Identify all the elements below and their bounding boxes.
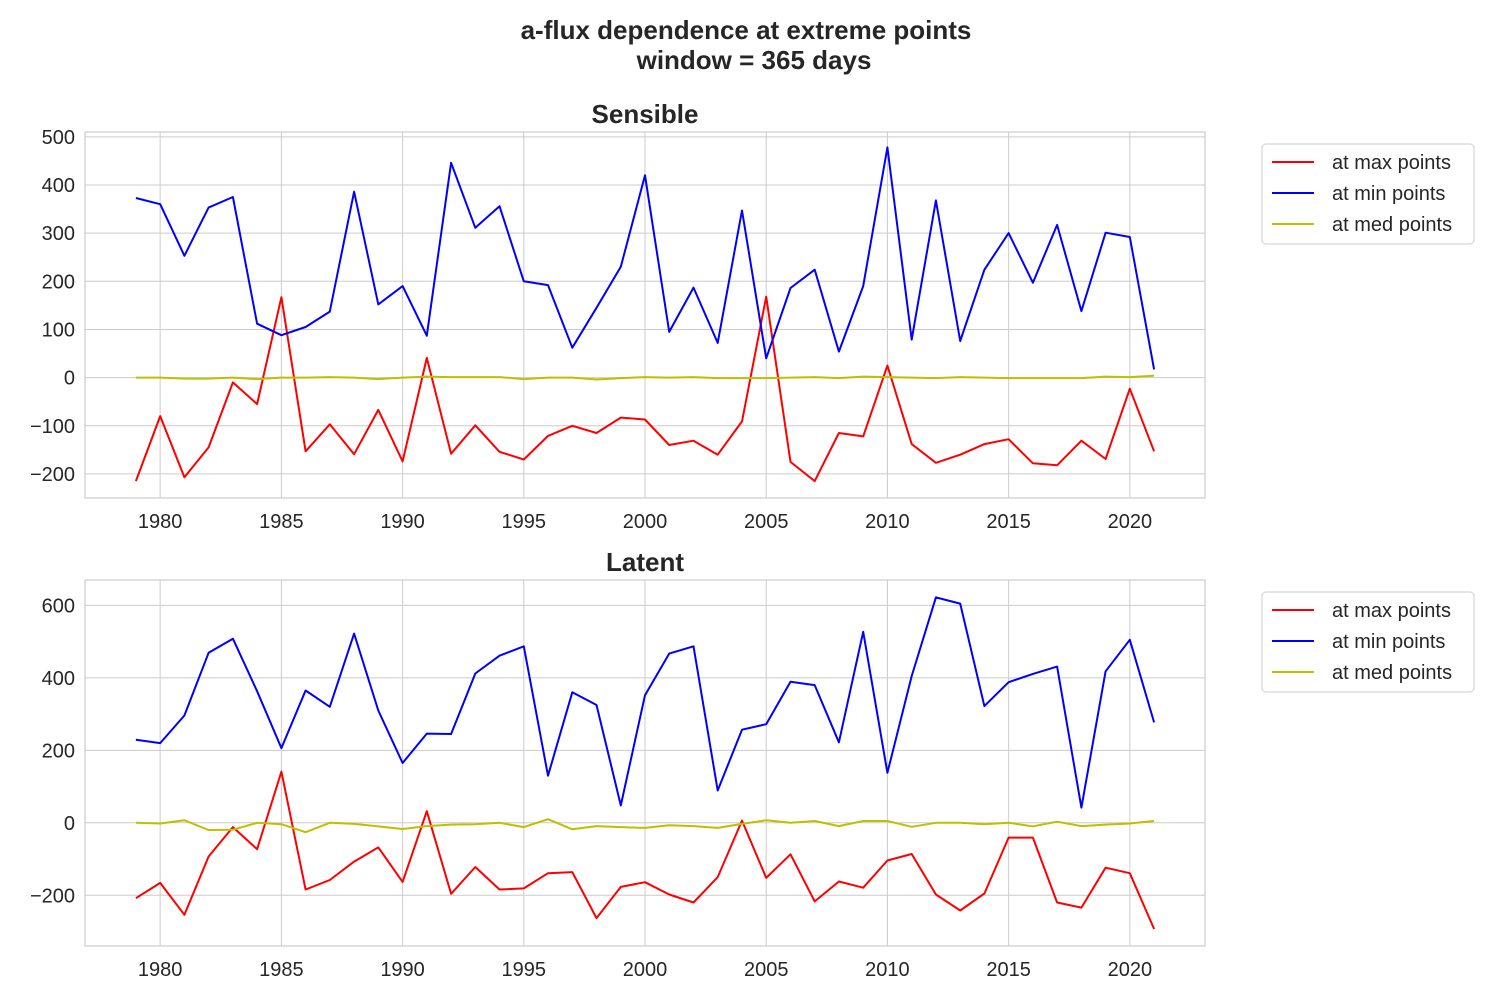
panel-title-sensible: Sensible	[592, 99, 699, 129]
legend-label: at med points	[1332, 662, 1452, 684]
x-tick-label: 2015	[986, 511, 1031, 533]
legend-box	[1261, 591, 1475, 693]
legend-label: at max points	[1332, 152, 1451, 174]
y-tick-label: −200	[30, 885, 75, 907]
legend-label: at min points	[1332, 183, 1445, 205]
legend-sensible: at max points at min points at med points	[1261, 143, 1475, 245]
figure-title-line-1: a-flux dependence at extreme points	[521, 15, 972, 45]
y-tick-label: 0	[64, 813, 75, 835]
legend-label: at med points	[1332, 214, 1452, 236]
x-tick-label: 1990	[380, 959, 425, 981]
x-tick-label: 1985	[259, 959, 304, 981]
plot-frame	[84, 579, 1206, 947]
x-tick-label: 2000	[623, 959, 668, 981]
x-tick-label: 1995	[502, 959, 547, 981]
y-tick-label: 200	[42, 271, 75, 293]
x-tick-label: 1990	[380, 511, 425, 533]
x-tick-label: 2010	[865, 959, 910, 981]
legend-latent: at max points at min points at med points	[1261, 591, 1475, 693]
y-tick-label: 600	[42, 595, 75, 617]
x-tick-label: 1995	[502, 511, 547, 533]
series-line-at-min-points	[135, 146, 1156, 370]
legend-label: at min points	[1332, 631, 1445, 653]
y-tick-label: 500	[42, 127, 75, 149]
y-tick-label: −200	[30, 464, 75, 486]
series-line-at-max-points	[135, 770, 1156, 930]
y-tick-label: 100	[42, 319, 75, 341]
figure-title-line-2: window = 365 days	[636, 45, 872, 75]
x-tick-label: 2000	[623, 511, 668, 533]
x-tick-label: 2020	[1108, 959, 1153, 981]
y-tick-label: 200	[42, 740, 75, 762]
y-tick-label: −100	[30, 416, 75, 438]
x-tick-label: 2005	[744, 511, 789, 533]
x-tick-label: 2015	[986, 959, 1031, 981]
y-tick-label: 300	[42, 223, 75, 245]
x-tick-label: 1985	[259, 511, 304, 533]
legend-box	[1261, 143, 1475, 245]
legend-label: at max points	[1332, 600, 1451, 622]
panel-title-latent: Latent	[606, 547, 684, 577]
series-line-at-med-points	[135, 818, 1155, 834]
plot-frame	[84, 131, 1206, 499]
y-tick-label: 0	[64, 368, 75, 390]
y-tick-label: 400	[42, 668, 75, 690]
series-line-at-med-points	[135, 374, 1155, 381]
x-tick-label: 2020	[1108, 511, 1153, 533]
series-line-at-min-points	[135, 596, 1156, 809]
series-line-at-max-points	[134, 295, 1156, 483]
x-tick-label: 1980	[138, 959, 183, 981]
x-tick-label: 2010	[865, 511, 910, 533]
x-tick-label: 2005	[744, 959, 789, 981]
x-tick-label: 1980	[138, 511, 183, 533]
y-tick-label: 400	[42, 175, 75, 197]
